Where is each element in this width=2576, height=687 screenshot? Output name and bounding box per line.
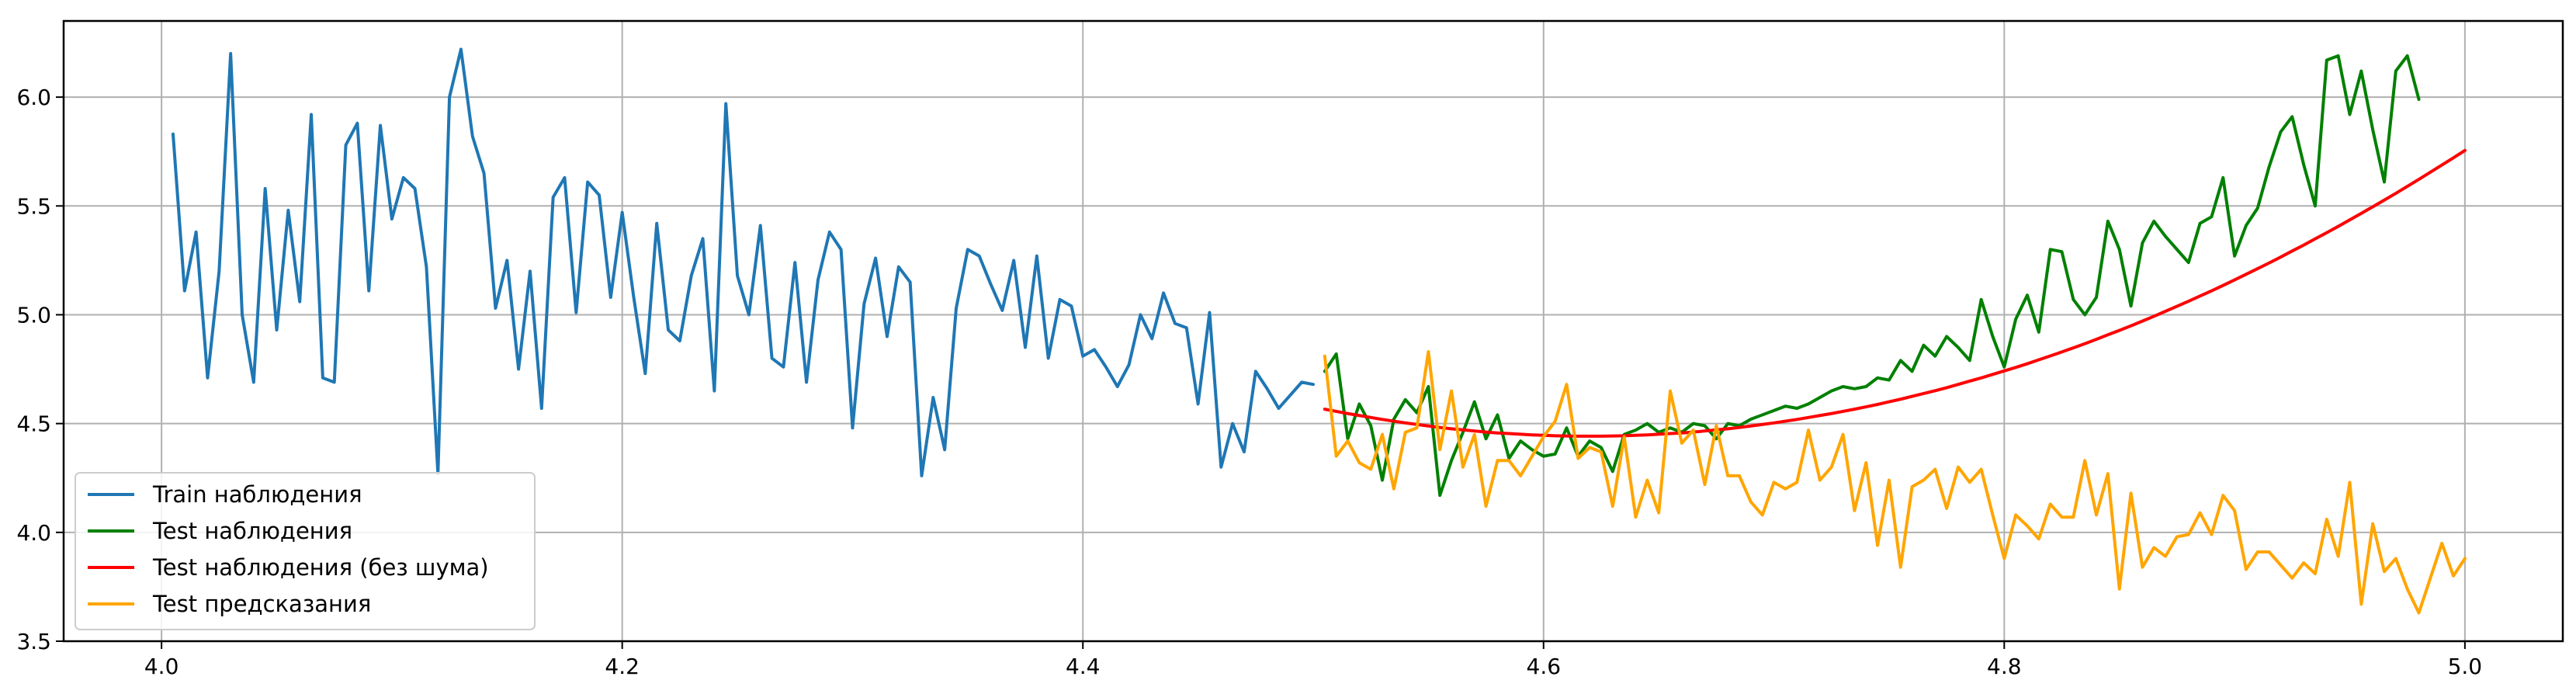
legend-label: Train наблюдения — [152, 481, 362, 508]
x-tick-label: 4.0 — [144, 654, 179, 679]
y-tick-label: 4.5 — [16, 411, 51, 437]
x-tick-label: 4.2 — [605, 654, 640, 679]
y-tick-label: 5.5 — [16, 193, 51, 219]
y-tick-label: 4.0 — [16, 520, 51, 546]
y-axis: 3.5 4.0 4.5 5.0 5.5 6.0 — [16, 85, 64, 654]
series-line-test-наблюдения-без-шума — [1323, 148, 2467, 438]
x-tick-label: 4.8 — [1987, 654, 2022, 679]
series-line-train-наблюдения — [171, 47, 1315, 477]
legend-label: Test наблюдения (без шума) — [152, 554, 489, 581]
y-tick-label: 6.0 — [16, 85, 51, 110]
y-tick-label: 5.0 — [16, 302, 51, 328]
y-tick-label: 3.5 — [16, 629, 51, 654]
x-tick-label: 5.0 — [2448, 654, 2483, 679]
legend-label: Test предсказания — [152, 591, 371, 617]
axes-frame — [62, 19, 2564, 643]
legend-label: Test наблюдения — [152, 518, 352, 544]
series-line-test-предсказания — [1323, 350, 2467, 615]
legend: Train наблюдения Test наблюдения Test набл… — [75, 472, 536, 630]
x-tick-label: 4.6 — [1527, 654, 1562, 679]
series-line-test-наблюдения — [1323, 54, 2421, 498]
x-axis: 4.0 4.2 4.4 4.6 4.8 5.0 — [144, 641, 2482, 679]
x-tick-label: 4.4 — [1066, 654, 1101, 679]
legend-box — [75, 472, 536, 630]
series-layer — [171, 47, 2467, 615]
